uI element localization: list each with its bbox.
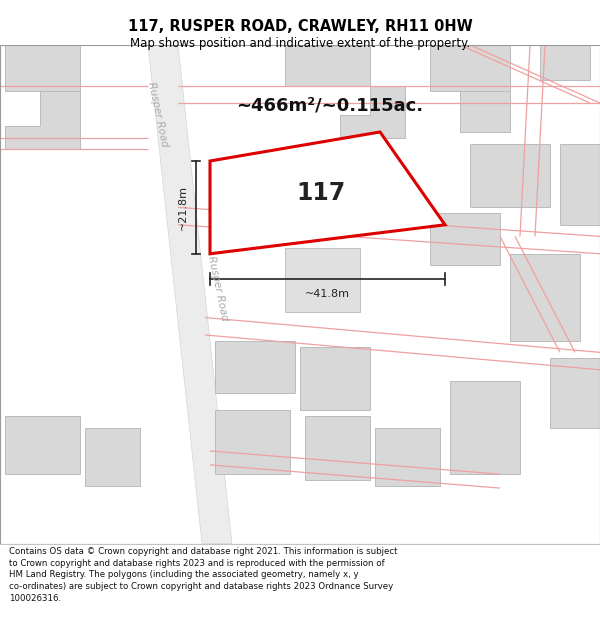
Polygon shape [300, 347, 370, 411]
Polygon shape [430, 213, 500, 266]
Text: Map shows position and indicative extent of the property.: Map shows position and indicative extent… [130, 38, 470, 50]
Text: ~41.8m: ~41.8m [305, 289, 349, 299]
Polygon shape [215, 341, 295, 393]
Polygon shape [510, 254, 580, 341]
Polygon shape [450, 381, 520, 474]
Polygon shape [215, 411, 290, 474]
Text: Contains OS data © Crown copyright and database right 2021. This information is : Contains OS data © Crown copyright and d… [9, 547, 398, 603]
Polygon shape [285, 248, 360, 312]
Polygon shape [560, 144, 600, 225]
Polygon shape [148, 45, 232, 544]
Text: Rusper Road: Rusper Road [206, 255, 230, 322]
Polygon shape [340, 86, 405, 138]
Polygon shape [375, 428, 440, 486]
Polygon shape [270, 178, 345, 236]
Polygon shape [5, 91, 80, 149]
Text: 117: 117 [296, 181, 346, 205]
Polygon shape [460, 91, 510, 132]
Text: 117, RUSPER ROAD, CRAWLEY, RH11 0HW: 117, RUSPER ROAD, CRAWLEY, RH11 0HW [128, 19, 472, 34]
Polygon shape [5, 45, 80, 91]
Polygon shape [285, 45, 370, 86]
Text: ~21.8m: ~21.8m [178, 185, 188, 230]
Polygon shape [470, 144, 550, 208]
Polygon shape [85, 428, 140, 486]
Polygon shape [540, 45, 590, 80]
Polygon shape [550, 358, 600, 428]
Polygon shape [210, 132, 445, 254]
Polygon shape [430, 45, 510, 91]
Polygon shape [5, 416, 80, 474]
Text: Rusper Road: Rusper Road [146, 81, 170, 148]
Text: ~466m²/~0.115ac.: ~466m²/~0.115ac. [236, 97, 424, 114]
Polygon shape [305, 416, 370, 480]
